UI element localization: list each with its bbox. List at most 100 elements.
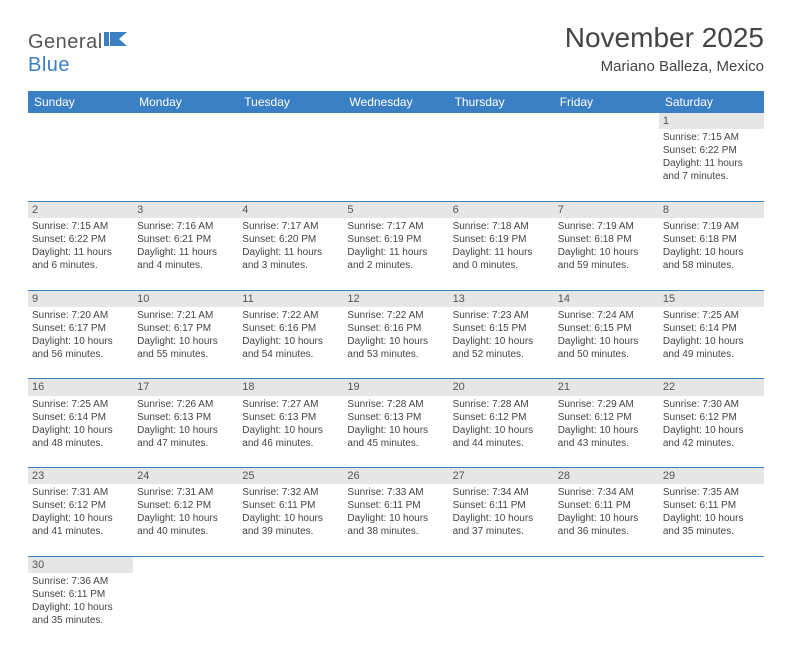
day-detail-cell [133, 129, 238, 201]
day-number-cell: 9 [28, 290, 133, 307]
detail-row: Sunrise: 7:31 AMSunset: 6:12 PM Daylight:… [28, 484, 764, 556]
day-number-cell [238, 556, 343, 573]
day-detail-cell [238, 129, 343, 201]
day-line: Sunrise: 7:15 AM [32, 220, 129, 233]
day-line: Sunset: 6:20 PM [242, 233, 339, 246]
day-detail-cell [554, 573, 659, 645]
day-line: Sunrise: 7:29 AM [558, 398, 655, 411]
day-number-cell [554, 556, 659, 573]
day-detail-cell: Sunrise: 7:25 AMSunset: 6:14 PMDaylight:… [659, 307, 764, 379]
day-line: Daylight: 10 hours [242, 424, 339, 437]
day-number-cell [133, 556, 238, 573]
detail-row: Sunrise: 7:20 AMSunset: 6:17 PMDaylight:… [28, 307, 764, 379]
day-line: Sunrise: 7:25 AM [663, 309, 760, 322]
logo-text-1: General [28, 31, 103, 53]
day-line: Sunset: 6:12 PM [663, 411, 760, 424]
day-line: Sunset: 6:13 PM [137, 411, 234, 424]
day-number-cell [343, 556, 448, 573]
day-line: Sunrise: 7:15 AM [663, 131, 760, 144]
day-number-cell: 26 [343, 468, 448, 485]
day-line: and 55 minutes. [137, 348, 234, 361]
day-line: Sunset: 6:16 PM [242, 322, 339, 335]
page-header: GeneralBlue November 2025 Mariano Ballez… [28, 22, 764, 77]
day-number-cell: 2 [28, 201, 133, 218]
day-line: and 47 minutes. [137, 437, 234, 450]
day-line: Sunset: 6:22 PM [32, 233, 129, 246]
day-detail-cell: Sunrise: 7:16 AMSunset: 6:21 PMDaylight:… [133, 218, 238, 290]
day-number-cell: 22 [659, 379, 764, 396]
day-line: and 0 minutes. [453, 259, 550, 272]
day-number-cell: 23 [28, 468, 133, 485]
day-line: Sunrise: 7:22 AM [242, 309, 339, 322]
day-line: Daylight: 11 hours [32, 246, 129, 259]
day-number-cell: 28 [554, 468, 659, 485]
day-number-cell: 1 [659, 113, 764, 129]
day-line: Sunrise: 7:28 AM [347, 398, 444, 411]
day-line: Sunset: 6:19 PM [453, 233, 550, 246]
day-line: Sunrise: 7:16 AM [137, 220, 234, 233]
weekday-header: Wednesday [343, 91, 448, 113]
day-line: Sunset: 6:15 PM [558, 322, 655, 335]
day-number-cell: 25 [238, 468, 343, 485]
day-line: and 59 minutes. [558, 259, 655, 272]
day-number-cell: 19 [343, 379, 448, 396]
day-line: Sunrise: 7:30 AM [663, 398, 760, 411]
day-line: Sunrise: 7:27 AM [242, 398, 339, 411]
daynum-row: 16171819202122 [28, 379, 764, 396]
day-detail-cell [554, 129, 659, 201]
day-line: Sunrise: 7:24 AM [558, 309, 655, 322]
day-number-cell: 18 [238, 379, 343, 396]
day-detail-cell [659, 573, 764, 645]
day-line: Sunset: 6:16 PM [347, 322, 444, 335]
day-line: Sunrise: 7:25 AM [32, 398, 129, 411]
day-line: Sunset: 6:11 PM [453, 499, 550, 512]
day-detail-cell: Sunrise: 7:26 AMSunset: 6:13 PMDaylight:… [133, 396, 238, 468]
day-line: Daylight: 10 hours [558, 335, 655, 348]
day-line: Sunset: 6:14 PM [663, 322, 760, 335]
month-title: November 2025 [565, 22, 764, 54]
day-detail-cell: Sunrise: 7:18 AMSunset: 6:19 PMDaylight:… [449, 218, 554, 290]
day-line: Daylight: 11 hours [137, 246, 234, 259]
day-line: Daylight: 10 hours [558, 246, 655, 259]
detail-row: Sunrise: 7:15 AMSunset: 6:22 PMDaylight:… [28, 129, 764, 201]
day-detail-cell: Sunrise: 7:15 AMSunset: 6:22 PMDaylight:… [659, 129, 764, 201]
day-line: Sunset: 6:18 PM [558, 233, 655, 246]
day-line: Daylight: 10 hours [453, 335, 550, 348]
day-detail-cell [238, 573, 343, 645]
day-line: Sunrise: 7:21 AM [137, 309, 234, 322]
logo-text-2: Blue [28, 54, 70, 76]
day-line: Sunrise: 7:23 AM [453, 309, 550, 322]
day-line: Sunset: 6:19 PM [347, 233, 444, 246]
daynum-row: 23242526272829 [28, 468, 764, 485]
day-detail-cell [133, 573, 238, 645]
day-line: Sunrise: 7:31 AM [32, 486, 129, 499]
day-line: and 49 minutes. [663, 348, 760, 361]
day-number-cell: 17 [133, 379, 238, 396]
day-line: Daylight: 11 hours [453, 246, 550, 259]
day-number-cell: 27 [449, 468, 554, 485]
day-number-cell: 5 [343, 201, 448, 218]
daynum-row: 9101112131415 [28, 290, 764, 307]
day-detail-cell: Sunrise: 7:22 AMSunset: 6:16 PMDaylight:… [343, 307, 448, 379]
day-line: and 2 minutes. [347, 259, 444, 272]
day-detail-cell: Sunrise: 7:34 AMSunset: 6:11 PMDaylight:… [449, 484, 554, 556]
logo: GeneralBlue [28, 30, 129, 77]
day-detail-cell: Sunrise: 7:36 AMSunset: 6:11 PMDaylight:… [28, 573, 133, 645]
day-line: Sunset: 6:17 PM [137, 322, 234, 335]
day-detail-cell: Sunrise: 7:32 AMSunset: 6:11 PMDaylight:… [238, 484, 343, 556]
day-line: Daylight: 10 hours [453, 424, 550, 437]
day-line: Daylight: 11 hours [347, 246, 444, 259]
day-line: Sunrise: 7:35 AM [663, 486, 760, 499]
day-number-cell: 13 [449, 290, 554, 307]
day-line: Daylight: 10 hours [32, 424, 129, 437]
day-line: Daylight: 10 hours [453, 512, 550, 525]
day-line: Daylight: 10 hours [663, 424, 760, 437]
day-line: Daylight: 10 hours [32, 601, 129, 614]
day-line: and 56 minutes. [32, 348, 129, 361]
day-detail-cell [449, 129, 554, 201]
logo-text: GeneralBlue [28, 30, 129, 77]
day-line: Sunset: 6:12 PM [32, 499, 129, 512]
day-line: and 35 minutes. [32, 614, 129, 627]
day-number-cell: 4 [238, 201, 343, 218]
weekday-header: Friday [554, 91, 659, 113]
